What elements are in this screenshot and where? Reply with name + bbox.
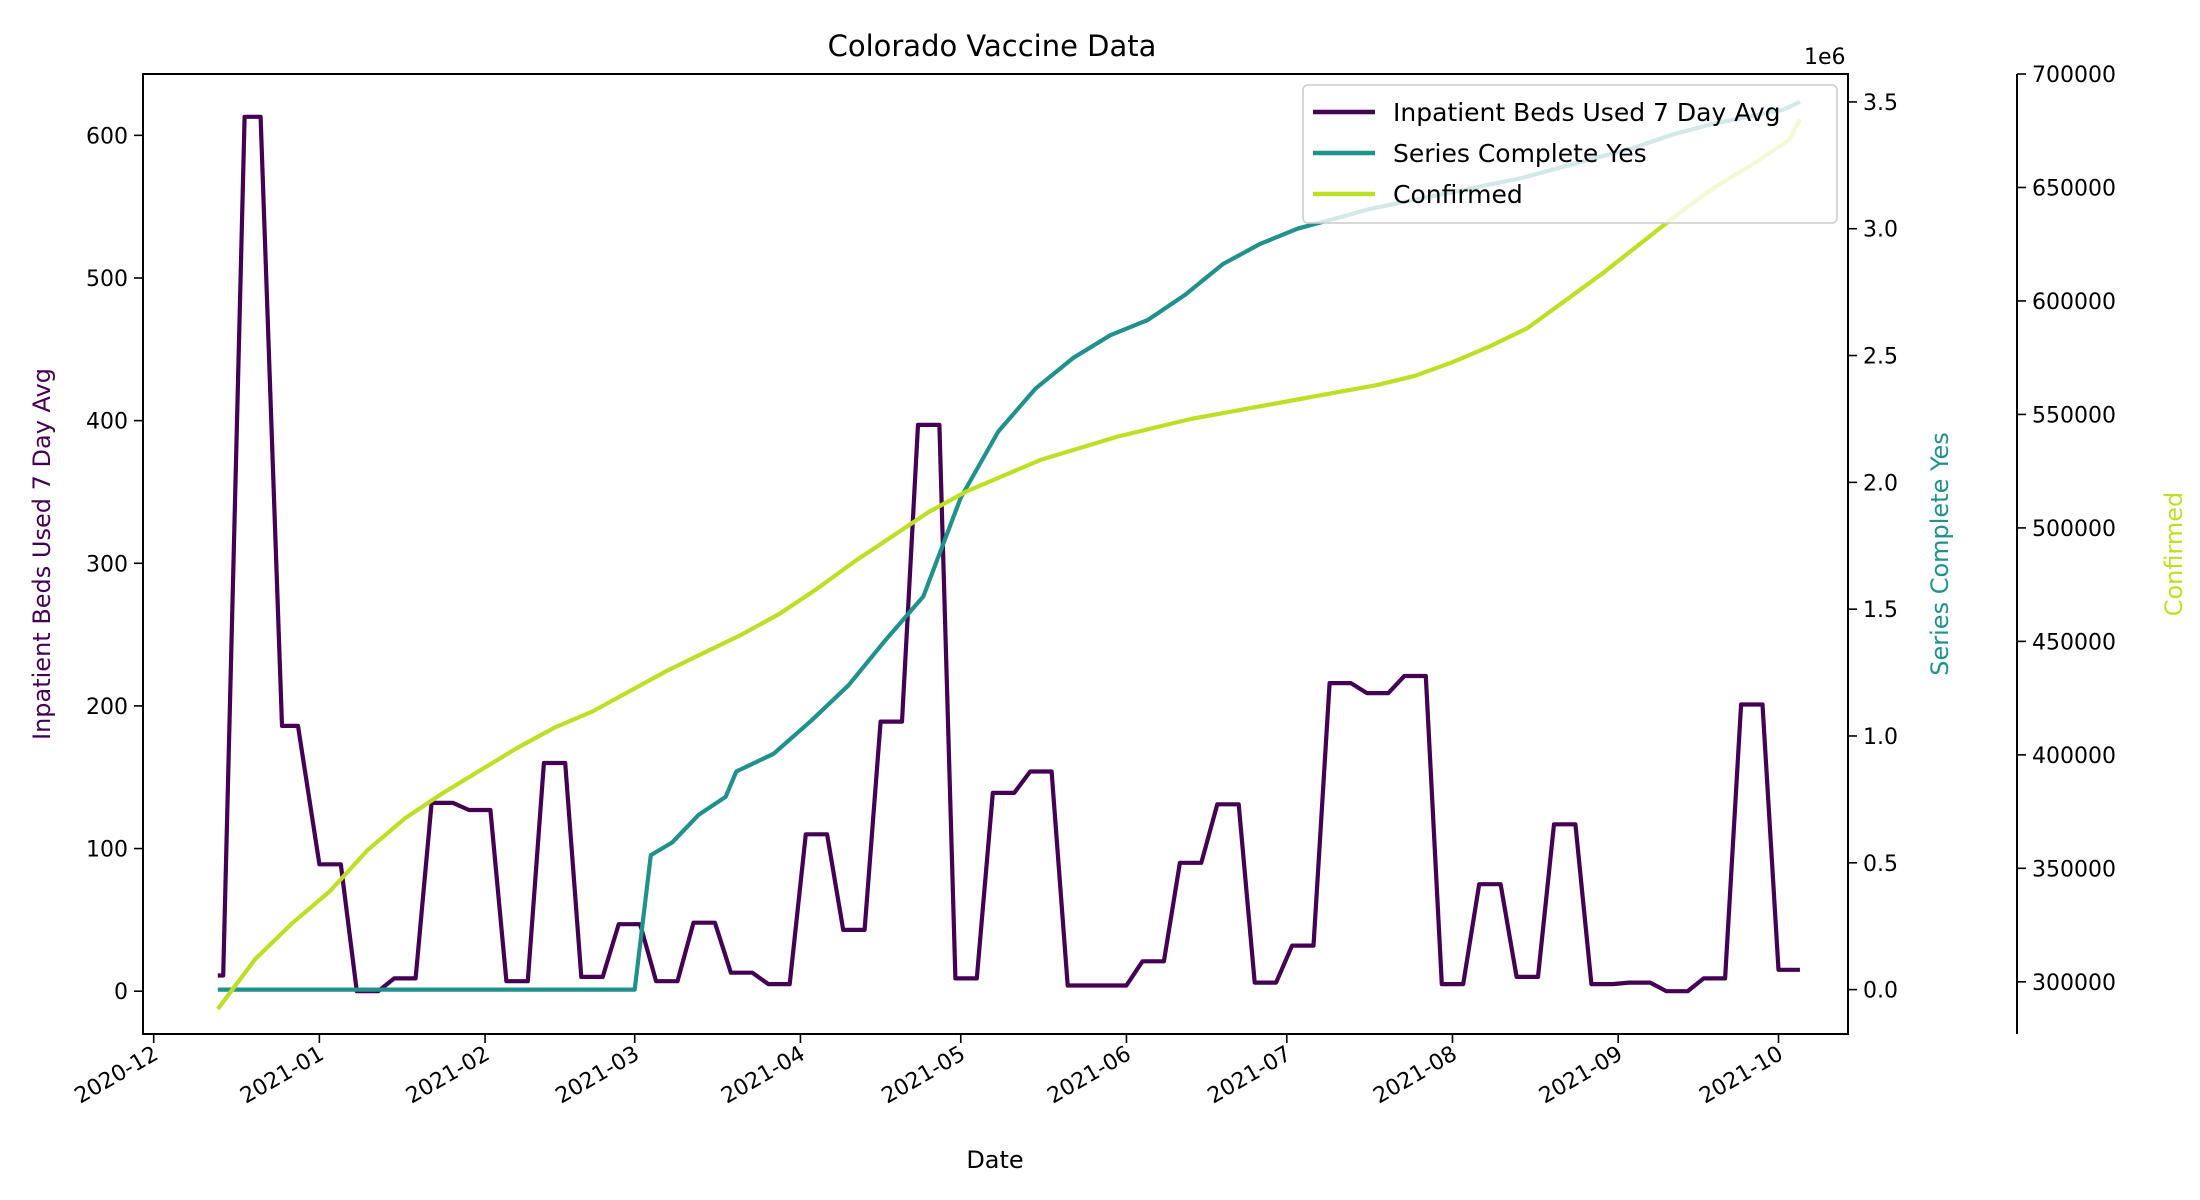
- y-right2-tick-label: 300000: [2032, 971, 2116, 996]
- y-axis-series-complete-title: Series Complete Yes: [1926, 432, 1954, 675]
- y-right1-tick-label: 3.0: [1863, 218, 1898, 243]
- x-tick-label: 2020-12: [71, 1042, 163, 1110]
- series-line-inpatient-beds: [217, 114, 1800, 994]
- y-right1-tick-label: 3.5: [1863, 91, 1898, 116]
- y-axis-left: 0 100 200 300 400 500 600: [86, 124, 143, 1005]
- y-left-tick-label: 400: [86, 410, 128, 435]
- y-right1-tick-label: 0.5: [1863, 852, 1898, 877]
- series-layer: [216, 100, 1802, 1011]
- y-left-tick-label: 500: [86, 267, 128, 292]
- x-tick-label: 2021-01: [236, 1042, 328, 1110]
- chart-title: Colorado Vaccine Data: [828, 29, 1157, 63]
- x-tick-label: 2021-10: [1695, 1042, 1787, 1110]
- legend-frame: [1302, 84, 1838, 224]
- y-axis-confirmed: 300000 350000 400000 450000 500000 550000 6000…: [2016, 63, 2116, 1034]
- y-right2-tick-label: 550000: [2032, 403, 2116, 428]
- y-right1-tick-label: 1.5: [1863, 598, 1898, 623]
- y-right2-tick-label: 600000: [2032, 290, 2116, 315]
- y-right2-tick-label: 450000: [2032, 630, 2116, 655]
- y-axis-left-title: Inpatient Beds Used 7 Day Avg: [28, 368, 56, 740]
- legend-label-series-complete: Series Complete Yes: [1393, 139, 1647, 168]
- x-tick-label: 2021-04: [717, 1042, 809, 1110]
- y-axis-series-complete-offset: 1e6: [1804, 45, 1846, 70]
- y-right1-tick-label: 2.5: [1863, 345, 1898, 370]
- y-axis-series-complete: 0.0 0.5 1.0 1.5 2.0 2.5 3.0 3.5: [1848, 91, 1898, 1004]
- y-right2-tick-label: 700000: [2032, 63, 2116, 88]
- series-line-confirmed: [216, 118, 1802, 1011]
- y-right2-tick-label: 500000: [2032, 517, 2116, 542]
- y-right1-tick-label: 1.0: [1863, 725, 1898, 750]
- y-left-tick-label: 200: [86, 695, 128, 720]
- y-right2-tick-label: 650000: [2032, 176, 2116, 201]
- y-left-tick-label: 600: [86, 124, 128, 149]
- x-tick-label: 2021-07: [1204, 1042, 1296, 1110]
- x-axis-title: Date: [966, 1146, 1023, 1174]
- x-tick-label: 2021-08: [1369, 1042, 1461, 1110]
- legend: Inpatient Beds Used 7 Day Avg Series Com…: [1302, 84, 1838, 224]
- y-right1-tick-label: 2.0: [1863, 471, 1898, 496]
- y-axis-confirmed-title: Confirmed: [2160, 492, 2188, 617]
- y-right1-tick-label: 0.0: [1863, 979, 1898, 1004]
- x-tick-label: 2021-09: [1535, 1042, 1627, 1110]
- y-right2-tick-label: 400000: [2032, 744, 2116, 769]
- y-right2-tick-label: 350000: [2032, 857, 2116, 882]
- plot-frame: [142, 73, 1849, 1035]
- x-tick-label: 2021-05: [878, 1042, 970, 1110]
- x-tick-label: 2021-02: [402, 1042, 494, 1110]
- series-line-series-complete: [217, 100, 1801, 992]
- y-left-tick-label: 0: [114, 980, 128, 1005]
- y-left-tick-label: 100: [86, 838, 128, 863]
- y-left-tick-label: 300: [86, 552, 128, 577]
- legend-label-inpatient: Inpatient Beds Used 7 Day Avg: [1393, 98, 1781, 127]
- x-tick-label: 2021-03: [552, 1042, 644, 1110]
- x-axis: 2020-12 2021-01 2021-02 2021-03 2021-04 2021-…: [71, 1034, 1788, 1109]
- x-tick-label: 2021-06: [1043, 1042, 1135, 1110]
- legend-label-confirmed: Confirmed: [1393, 180, 1523, 209]
